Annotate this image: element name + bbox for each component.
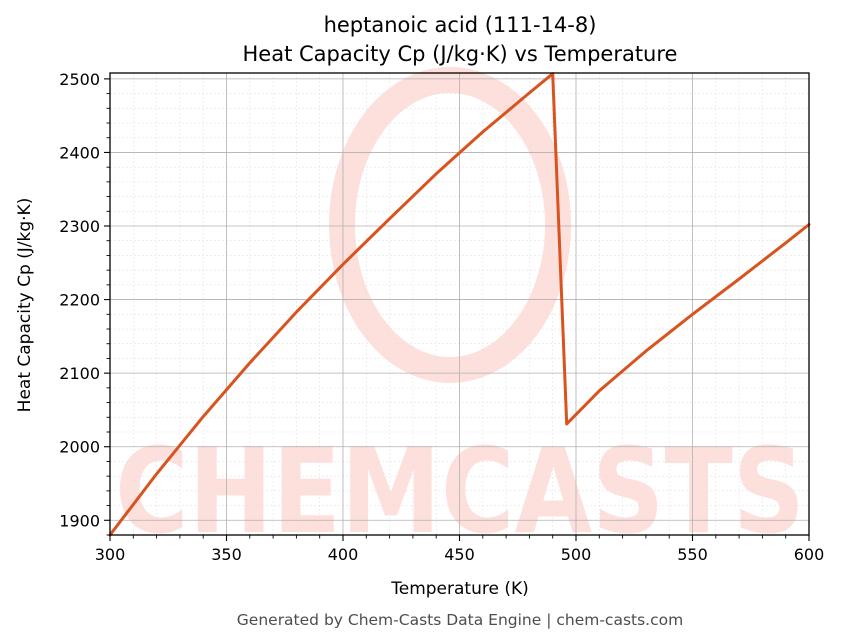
x-tick-label: 400 — [328, 545, 359, 564]
x-tick-label: 450 — [444, 545, 475, 564]
x-tick-label: 550 — [677, 545, 708, 564]
x-tick-label: 300 — [95, 545, 126, 564]
y-tick-labels: 1900 2000 2100 2200 2300 2400 2500 — [59, 70, 100, 530]
y-axis-label: Heat Capacity Cp (J/kg·K) — [15, 198, 35, 413]
y-tick-label: 2000 — [59, 438, 100, 457]
x-tick-label: 500 — [561, 545, 592, 564]
y-tick-label: 2300 — [59, 217, 100, 236]
x-tick-label: 600 — [794, 545, 825, 564]
y-tick-label: 2400 — [59, 143, 100, 162]
x-tick-label: 350 — [211, 545, 242, 564]
y-tick-label: 1900 — [59, 511, 100, 530]
chart-subtitle: Heat Capacity Cp (J/kg·K) vs Temperature — [243, 42, 678, 66]
series-layer — [108, 72, 811, 537]
x-axis-label: Temperature (K) — [390, 579, 529, 599]
y-tick-label: 2100 — [59, 364, 100, 383]
axis-ticks — [104, 78, 810, 541]
chart-title: heptanoic acid (111-14-8) — [324, 13, 597, 37]
footer-credit: Generated by Chem-Casts Data Engine | ch… — [237, 611, 683, 629]
y-tick-label: 2200 — [59, 291, 100, 310]
y-tick-label: 2500 — [59, 70, 100, 89]
x-tick-labels: 300 350 400 450 500 550 600 — [95, 545, 825, 564]
series-line — [108, 72, 811, 537]
